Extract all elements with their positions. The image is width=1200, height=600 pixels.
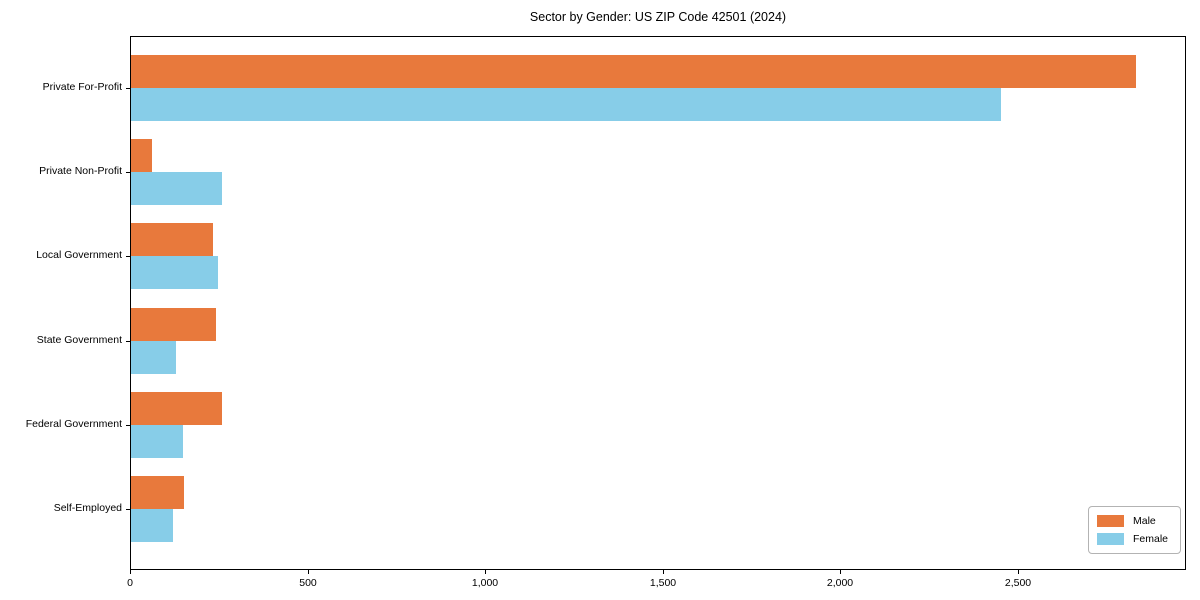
y-tick-mark — [126, 341, 130, 342]
bar-female-state-government — [131, 341, 176, 374]
x-tick-mark — [840, 570, 841, 574]
plot-area — [130, 36, 1186, 570]
bar-female-private-non-profit — [131, 172, 222, 205]
legend-swatch-male — [1097, 514, 1124, 527]
bar-female-local-government — [131, 256, 218, 289]
bar-male-self-employed — [131, 476, 184, 509]
y-tick-label-private-for-profit: Private For-Profit — [42, 81, 122, 93]
x-tick-label-1-000: 1,000 — [471, 577, 499, 589]
bar-female-federal-government — [131, 425, 183, 458]
legend-item-male: Male — [1097, 514, 1180, 527]
x-tick-label-2-500: 2,500 — [1004, 577, 1032, 589]
bar-male-federal-government — [131, 392, 222, 425]
legend: Male Female — [1088, 506, 1181, 554]
bar-male-private-for-profit — [131, 55, 1136, 88]
x-tick-mark — [308, 570, 309, 574]
y-tick-mark — [126, 256, 130, 257]
legend-item-female: Female — [1097, 532, 1180, 545]
y-tick-label-local-government: Local Government — [36, 249, 122, 261]
bar-female-self-employed — [131, 509, 173, 542]
legend-label-male: Male — [1133, 514, 1156, 527]
legend-label-female: Female — [1133, 532, 1169, 545]
bar-female-private-for-profit — [131, 88, 1001, 121]
x-tick-label-2-000: 2,000 — [826, 577, 854, 589]
y-tick-mark — [126, 88, 130, 89]
x-tick-mark — [663, 570, 664, 574]
x-tick-mark — [1018, 570, 1019, 574]
y-tick-mark — [126, 509, 130, 510]
y-tick-mark — [126, 172, 130, 173]
x-tick-label-1-500: 1,500 — [649, 577, 677, 589]
chart-title: Sector by Gender: US ZIP Code 42501 (202… — [529, 10, 787, 24]
x-tick-label-0: 0 — [127, 577, 133, 589]
x-tick-label-500: 500 — [299, 577, 317, 589]
legend-swatch-female — [1097, 532, 1124, 545]
y-tick-label-state-government: State Government — [36, 334, 122, 346]
y-tick-label-private-non-profit: Private Non-Profit — [39, 165, 122, 177]
y-tick-label-federal-government: Federal Government — [25, 418, 122, 430]
bar-male-state-government — [131, 308, 216, 341]
y-tick-label-self-employed: Self-Employed — [53, 502, 122, 514]
x-tick-mark — [130, 570, 131, 574]
x-tick-mark — [485, 570, 486, 574]
bar-male-private-non-profit — [131, 139, 152, 172]
y-tick-mark — [126, 425, 130, 426]
bar-male-local-government — [131, 223, 213, 256]
